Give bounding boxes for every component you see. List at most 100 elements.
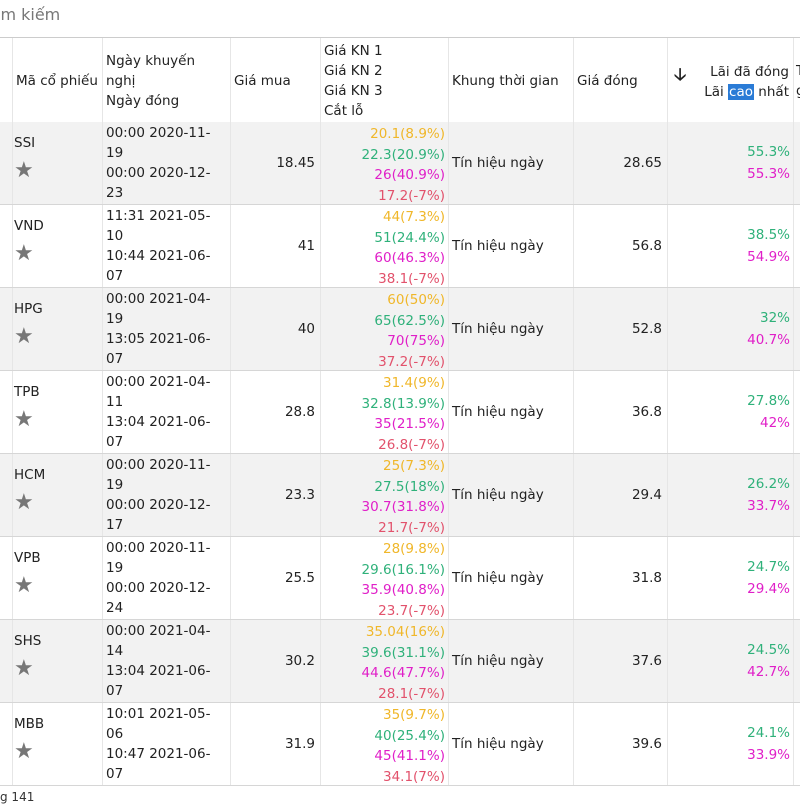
stop-loss-price: 37.2(-7%) xyxy=(378,353,445,370)
header-gain[interactable]: 🡣 Lãi đã đóng Lãi cao nhất xyxy=(667,38,793,123)
header-date1-label: Ngày khuyến nghị xyxy=(106,52,196,89)
stock-code-cell[interactable]: TPB ★ xyxy=(12,371,102,453)
table-row[interactable]: HCM ★ 00:00 2020-11-19 00:00 2020-12-17 … xyxy=(0,454,800,537)
buy-price: 28.8 xyxy=(284,404,315,420)
stock-code-cell[interactable]: HPG ★ xyxy=(12,288,102,370)
buy-price: 31.9 xyxy=(284,736,315,752)
timeframe: Tín hiệu ngày xyxy=(452,404,544,420)
star-icon[interactable]: ★ xyxy=(14,407,34,432)
close-date: 00:00 2020-12-24 xyxy=(106,580,211,616)
stock-code[interactable]: TPB xyxy=(14,384,40,400)
extra-cell xyxy=(793,205,800,287)
search-bar[interactable]: ìm kiếm xyxy=(0,0,800,38)
gain-cell: 24.7% 29.4% xyxy=(667,537,793,619)
target-price-1: 35.04(16%) xyxy=(365,624,445,640)
header-dates[interactable]: Ngày khuyến nghị Ngày đóng xyxy=(102,38,230,123)
gain-cell: 55.3% 55.3% xyxy=(667,122,793,204)
star-icon[interactable]: ★ xyxy=(14,241,34,266)
extra-cell xyxy=(793,537,800,619)
extra-cell xyxy=(793,454,800,536)
header-timeframe[interactable]: Khung thời gian xyxy=(448,38,573,123)
star-icon[interactable]: ★ xyxy=(14,656,34,681)
target-price-3: 60(46.3%) xyxy=(374,250,445,266)
stop-loss-price: 21.7(-7%) xyxy=(378,519,445,536)
stop-loss-price: 26.8(-7%) xyxy=(378,436,445,453)
close-date: 13:04 2021-06-07 xyxy=(106,414,211,450)
dates-cell: 00:00 2021-04-11 13:04 2021-06-07 xyxy=(102,371,230,453)
timeframe-cell: Tín hiệu ngày xyxy=(448,454,573,536)
pagination-footer: g 141 xyxy=(0,790,35,804)
table-row[interactable]: TPB ★ 00:00 2021-04-11 13:04 2021-06-07 … xyxy=(0,371,800,454)
recommend-date: 11:31 2021-05-10 xyxy=(106,208,211,244)
arrow-down-icon[interactable]: 🡣 xyxy=(674,65,687,85)
stock-code-cell[interactable]: SSI ★ xyxy=(12,122,102,204)
target-price-2: 27.5(18%) xyxy=(374,478,445,495)
table-row[interactable]: VND ★ 11:31 2021-05-10 10:44 2021-06-07 … xyxy=(0,205,800,288)
target-price-3: 35(21.5%) xyxy=(374,416,445,432)
stock-code[interactable]: HPG xyxy=(14,301,43,317)
table-row[interactable]: SHS ★ 00:00 2021-04-14 13:04 2021-06-07 … xyxy=(0,620,800,703)
buy-price-cell: 28.8 xyxy=(230,371,320,453)
stock-code[interactable]: SSI xyxy=(14,135,36,151)
stock-code-cell[interactable]: MBB ★ xyxy=(12,703,102,785)
recommend-date: 00:00 2021-04-19 xyxy=(106,291,211,327)
stock-code[interactable]: HCM xyxy=(14,467,46,483)
gain-high: 33.7% xyxy=(747,498,790,514)
buy-price-cell: 30.2 xyxy=(230,620,320,702)
header-code-label: Mã cổ phiếu xyxy=(16,72,98,89)
gain-closed: 24.7% xyxy=(747,559,790,575)
header-code[interactable]: Mã cổ phiếu xyxy=(12,38,102,123)
table-row[interactable]: VPB ★ 00:00 2020-11-19 00:00 2020-12-24 … xyxy=(0,537,800,620)
close-date: 13:05 2021-06-07 xyxy=(106,331,211,367)
stock-code[interactable]: VND xyxy=(14,218,44,234)
star-icon[interactable]: ★ xyxy=(14,490,34,515)
stock-code[interactable]: MBB xyxy=(14,716,45,732)
star-icon[interactable]: ★ xyxy=(14,158,34,183)
buy-price: 18.45 xyxy=(276,155,315,171)
targets-cell: 44(7.3%) 51(24.4%) 60(46.3%) 38.1(-7%) xyxy=(320,205,448,287)
targets-cell: 20.1(8.9%) 22.3(20.9%) 26(40.9%) 17.2(-7… xyxy=(320,122,448,204)
gain-high: 54.9% xyxy=(747,249,790,265)
header-close[interactable]: Giá đóng xyxy=(573,38,667,123)
dates-cell: 00:00 2020-11-19 00:00 2020-12-17 xyxy=(102,454,230,536)
buy-price: 40 xyxy=(297,321,315,337)
buy-price-cell: 23.3 xyxy=(230,454,320,536)
stock-code[interactable]: SHS xyxy=(14,633,42,649)
recommend-date: 10:01 2021-05-06 xyxy=(106,706,211,742)
header-timeframe-label: Khung thời gian xyxy=(452,72,559,89)
target-price-2: 39.6(31.1%) xyxy=(361,644,445,661)
table-row[interactable]: HPG ★ 00:00 2021-04-19 13:05 2021-06-07 … xyxy=(0,288,800,371)
gain-cell: 38.5% 54.9% xyxy=(667,205,793,287)
header-kn1-label: Giá KN 1 xyxy=(324,42,383,59)
star-icon[interactable]: ★ xyxy=(14,324,34,349)
target-price-2: 29.6(16.1%) xyxy=(361,561,445,578)
recommend-date: 00:00 2020-11-19 xyxy=(106,457,211,493)
target-price-3: 26(40.9%) xyxy=(374,167,445,183)
buy-price-cell: 18.45 xyxy=(230,122,320,204)
buy-price-cell: 25.5 xyxy=(230,537,320,619)
stock-code-cell[interactable]: HCM ★ xyxy=(12,454,102,536)
header-stop-label: Cắt lỗ xyxy=(324,102,364,119)
header-targets[interactable]: Giá KN 1 Giá KN 2 Giá KN 3 Cắt lỗ xyxy=(320,38,448,123)
table-row[interactable]: SSI ★ 00:00 2020-11-19 00:00 2020-12-23 … xyxy=(0,122,800,205)
target-price-1: 20.1(8.9%) xyxy=(370,126,445,142)
table-row[interactable]: MBB ★ 10:01 2021-05-06 10:47 2021-06-07 … xyxy=(0,703,800,786)
extra-cell xyxy=(793,288,800,370)
targets-cell: 31.4(9%) 32.8(13.9%) 35(21.5%) 26.8(-7%) xyxy=(320,371,448,453)
timeframe-cell: Tín hiệu ngày xyxy=(448,703,573,785)
header-buy[interactable]: Giá mua xyxy=(230,38,320,123)
header-spacer xyxy=(0,38,12,123)
header-extra: T g xyxy=(793,38,800,123)
stock-code-cell[interactable]: VND ★ xyxy=(12,205,102,287)
dates-cell: 00:00 2021-04-14 13:04 2021-06-07 xyxy=(102,620,230,702)
stop-loss-price: 28.1(-7%) xyxy=(378,685,445,702)
stock-code-cell[interactable]: VPB ★ xyxy=(12,537,102,619)
stock-code[interactable]: VPB xyxy=(14,550,41,566)
gain-closed: 55.3% xyxy=(747,144,790,160)
stock-code-cell[interactable]: SHS ★ xyxy=(12,620,102,702)
dates-cell: 11:31 2021-05-10 10:44 2021-06-07 xyxy=(102,205,230,287)
star-icon[interactable]: ★ xyxy=(14,739,34,764)
target-price-1: 28(9.8%) xyxy=(382,541,445,557)
star-icon[interactable]: ★ xyxy=(14,573,34,598)
close-price-cell: 37.6 xyxy=(573,620,667,702)
